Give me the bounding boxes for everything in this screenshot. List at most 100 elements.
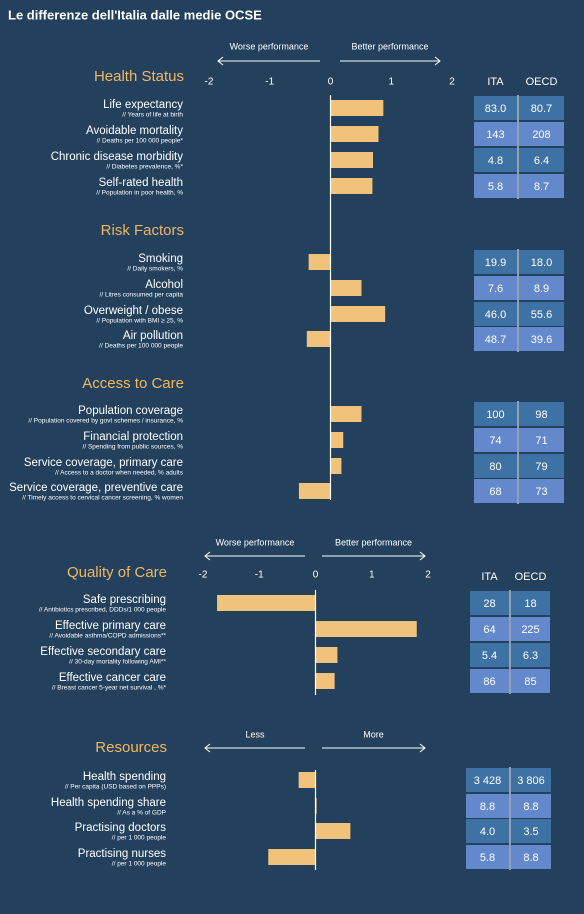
table-value: 5.4: [482, 650, 497, 662]
table-value: 86: [483, 676, 495, 688]
table-value: 39.6: [531, 334, 552, 346]
table-value: 100: [486, 409, 504, 421]
table-value: 7.6: [488, 283, 503, 295]
table-cell: [474, 122, 517, 146]
table-cell: [519, 96, 564, 120]
table-cell: [474, 302, 517, 326]
arrow-head: [434, 56, 441, 66]
bar: [268, 849, 316, 865]
row-label: Population coverage: [78, 405, 183, 417]
table-value: 18: [524, 598, 536, 610]
bar: [315, 621, 417, 637]
table-cell: [511, 643, 550, 667]
row-label: Health spending: [83, 771, 166, 783]
row-note: // per 1 000 people: [112, 835, 167, 842]
row-note: // per 1 000 people: [112, 861, 167, 868]
bar: [308, 254, 331, 270]
row-label: Financial protection: [83, 431, 183, 443]
bar: [330, 458, 342, 474]
table-value: 73: [535, 486, 547, 498]
table-cell: [511, 794, 551, 818]
row-note: // Population in poor health, %: [96, 190, 183, 197]
section-title: Health Status: [94, 68, 184, 85]
row-label: Effective primary care: [55, 620, 166, 632]
table-value: 74: [489, 435, 501, 447]
row-note: // Litres consumed per capita: [100, 292, 184, 299]
table-value: 80.7: [531, 103, 552, 115]
row-note: // Avoidable asthma/COPD admissions**: [49, 633, 166, 640]
row-note: // Timely access to cervical cancer scre…: [22, 495, 183, 502]
table-value: 46.0: [485, 309, 506, 321]
x-tick-label: 2: [425, 570, 431, 581]
table-value: 8.8: [480, 801, 495, 813]
table-value: 79: [535, 461, 547, 473]
arrow-label: Worse performance: [216, 537, 295, 547]
bar: [330, 178, 373, 194]
table-value: 3.5: [523, 826, 538, 838]
row-label: Life expectancy: [103, 99, 183, 111]
table-cell: [474, 327, 517, 351]
x-tick-label: -2: [205, 77, 214, 88]
table-cell: [519, 327, 564, 351]
x-tick-label: 0: [328, 77, 334, 88]
table-value: 8.7: [534, 181, 549, 193]
bar: [315, 673, 335, 689]
row-label: Health spending share: [51, 797, 166, 809]
table-value: 71: [535, 435, 547, 447]
row-note: // Population covered by govt schemes / …: [28, 418, 183, 425]
bar: [315, 647, 338, 663]
table-cell: [470, 591, 509, 615]
column-header: OECD: [526, 76, 558, 88]
row-note: // Spending from public sources, %: [83, 444, 184, 451]
table-value: 28: [483, 598, 495, 610]
table-value: 19.9: [485, 257, 506, 269]
row-note: // Deaths per 100 000 people: [99, 343, 183, 350]
table-value: 225: [521, 624, 539, 636]
table-cell: [511, 768, 551, 792]
arrow-label: Less: [245, 729, 265, 739]
bar: [306, 331, 331, 347]
column-header: OECD: [515, 571, 547, 583]
arrow-label: Worse performance: [230, 41, 309, 51]
row-label: Effective secondary care: [40, 646, 166, 658]
row-note: // As a % of GDP: [117, 810, 166, 817]
bar: [330, 306, 386, 322]
table-cell: [519, 454, 564, 478]
section-title: Resources: [95, 739, 167, 756]
table-cell: [519, 402, 564, 426]
page-title: Le differenze dell'Italia dalle medie OC…: [8, 7, 262, 22]
table-value: 8.9: [534, 283, 549, 295]
bar: [330, 406, 362, 422]
x-tick-label: 1: [388, 77, 394, 88]
table-cell: [519, 122, 564, 146]
row-label: Safe prescribing: [83, 594, 166, 606]
row-label: Practising doctors: [75, 822, 167, 834]
table-cell: [519, 276, 564, 300]
row-label: Self-rated health: [99, 177, 183, 189]
table-cell: [511, 591, 550, 615]
arrow-label: More: [363, 729, 384, 739]
bar: [217, 595, 316, 611]
bar: [298, 483, 331, 499]
table-value: 98: [535, 409, 547, 421]
table-cell: [466, 794, 509, 818]
bar: [330, 126, 379, 142]
table-cell: [474, 276, 517, 300]
table-cell: [474, 402, 517, 426]
table-cell: [511, 617, 550, 641]
row-label: Service coverage, preventive care: [9, 482, 183, 494]
table-cell: [519, 250, 564, 274]
table-value: 3 428: [474, 775, 502, 787]
table-value: 68: [489, 486, 501, 498]
table-value: 3 806: [517, 775, 545, 787]
row-note: // Daily smokers, %: [127, 266, 183, 273]
x-tick-label: 0: [313, 570, 319, 581]
row-note: // Antibiotics prescribed, DDDs/1 000 pe…: [39, 607, 167, 614]
table-cell: [474, 428, 517, 452]
arrow-label: Better performance: [351, 41, 428, 51]
arrow-label: Better performance: [335, 537, 412, 547]
table-value: 5.8: [480, 852, 495, 864]
table-value: 208: [532, 129, 550, 141]
table-value: 18.0: [531, 257, 552, 269]
row-label: Smoking: [138, 253, 183, 265]
